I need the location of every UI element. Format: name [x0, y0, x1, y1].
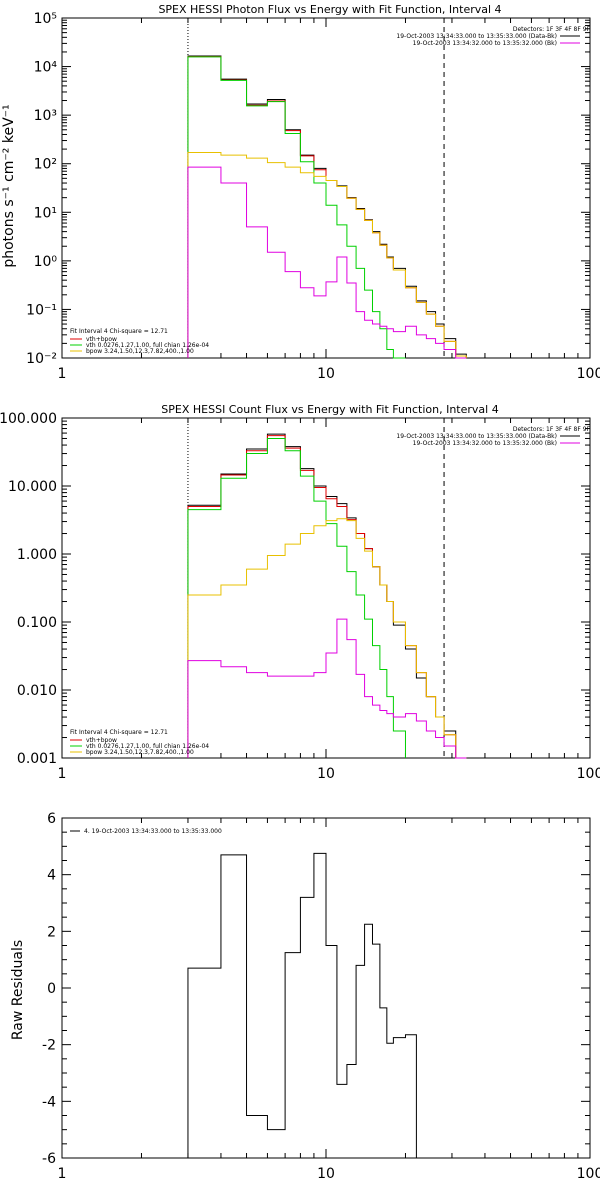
y-tick-label: 0.100: [17, 615, 57, 631]
x-tick-label: 10: [317, 1166, 335, 1182]
y-tick-label: 10³: [34, 108, 57, 124]
y-tick-label: 10²: [34, 157, 57, 173]
count-flux-marks: [187, 433, 467, 759]
residual-series: [187, 852, 417, 1158]
bpow-series: [187, 518, 467, 759]
x-tick-label: 1: [58, 366, 67, 382]
x-tick-label: 1: [58, 766, 67, 782]
legend-label-total-2: vth+bpow: [86, 737, 117, 744]
x-tick-label: 100: [577, 366, 600, 382]
photon-flux-title: SPEX HESSI Photon Flux vs Energy with Fi…: [158, 3, 501, 16]
data-interval-label-2: 19-Oct-2003 13:34:33.000 to 13:35:33.000…: [396, 433, 557, 440]
detectors-label-2: Detectors: 1F 3F 4F 8F 9F: [513, 426, 591, 433]
y-tick-label: 10⁰: [34, 254, 58, 270]
y-tick-label: -6: [42, 1151, 56, 1167]
photon-flux-panel: SPEX HESSI Photon Flux vs Energy with Fi…: [1, 3, 600, 382]
y-tick-label: 10⁻¹: [26, 302, 57, 318]
vth-series: [187, 437, 406, 758]
total-series: [187, 435, 467, 759]
y-tick-label: 4: [47, 868, 56, 884]
y-tick-label: 100.000: [0, 411, 57, 427]
y-tick-label: 0.010: [17, 683, 57, 699]
residual-legend-label: 4. 19-Oct-2003 13:34:33.000 to 13:35:33.…: [84, 828, 222, 835]
data-series: [187, 55, 467, 358]
count-flux-title: SPEX HESSI Count Flux vs Energy with Fit…: [161, 403, 498, 416]
count-flux-panel: SPEX HESSI Count Flux vs Energy with Fit…: [0, 403, 600, 782]
y-tick-label: 1.000: [17, 547, 57, 563]
y-tick-label: -4: [42, 1094, 56, 1110]
x-tick-label: 100: [577, 1166, 600, 1182]
y-tick-label: 10⁵: [34, 11, 57, 27]
background-interval-label: 19-Oct-2003 13:34:32.000 to 13:35:32.000…: [413, 40, 557, 47]
photon-flux-ylabel: photons s⁻¹ cm⁻² keV⁻¹: [1, 104, 17, 267]
residuals-axes: 1 10 100 -6 -4 -2 0 2 4 6: [42, 811, 600, 1182]
y-tick-label: 10⁴: [34, 60, 58, 76]
residuals-ylabel: Raw Residuals: [10, 940, 26, 1040]
photon-flux-axes: 1 10 100 10⁻² 10⁻¹ 10⁰ 10¹ 10² 10³ 10⁴ 10⁵: [26, 11, 600, 382]
residuals-marks: [187, 852, 417, 1158]
legend-label-bpow-2: bpow 3.24,1.50,12.3,7.82,400.,1.00: [86, 749, 194, 756]
detectors-label: Detectors: 1F 3F 4F 8F 9F: [513, 26, 591, 33]
data-series: [187, 433, 467, 759]
fit-label-2: Fit Interval 4 Chi-square = 12.71: [70, 729, 168, 736]
legend-label-vth: vth 0.0276,1.27,1.00, full chian 1.26e-0…: [86, 342, 209, 349]
plot-frame: [61, 417, 591, 759]
y-tick-label: 2: [47, 924, 56, 940]
background-series: [187, 166, 467, 359]
y-tick-label: 10⁻²: [26, 351, 57, 367]
y-tick-label: 0.001: [17, 751, 57, 767]
total-series: [187, 56, 467, 358]
bpow-series: [187, 152, 467, 358]
x-tick-label: 10: [317, 366, 335, 382]
fit-label: Fit Interval 4 Chi-square = 12.71: [70, 328, 168, 335]
y-tick-label: 10¹: [34, 205, 57, 221]
legend-label-total: vth+bpow: [86, 336, 117, 343]
legend-label-bpow: bpow 3.24,1.50,12.3,7.82,400.,1.00: [86, 348, 194, 355]
data-interval-label: 19-Oct-2003 13:34:33.000 to 13:35:33.000…: [396, 33, 557, 40]
y-tick-label: 0: [47, 981, 56, 997]
x-tick-label: 100: [577, 766, 600, 782]
legend-label-vth-2: vth 0.0276,1.27,1.00, full chian 1.26e-0…: [86, 743, 209, 750]
x-tick-label: 1: [58, 1166, 67, 1182]
residuals-panel: Raw Residuals 1 10 100 -6 -4 -2 0 2 4 6 4. 19-Oct…: [10, 811, 600, 1182]
photon-flux-marks: [187, 55, 467, 359]
count-flux-axes: 1 10 100 0.001 0.010 0.100 1.000 10.000 100.000: [0, 411, 600, 782]
y-tick-label: -2: [42, 1038, 56, 1054]
vth-series: [187, 56, 406, 359]
y-tick-label: 6: [47, 811, 56, 827]
background-series: [187, 618, 467, 759]
x-tick-label: 10: [317, 766, 335, 782]
y-tick-label: 10.000: [8, 479, 57, 495]
background-interval-label-2: 19-Oct-2003 13:34:32.000 to 13:35:32.000…: [413, 440, 557, 447]
